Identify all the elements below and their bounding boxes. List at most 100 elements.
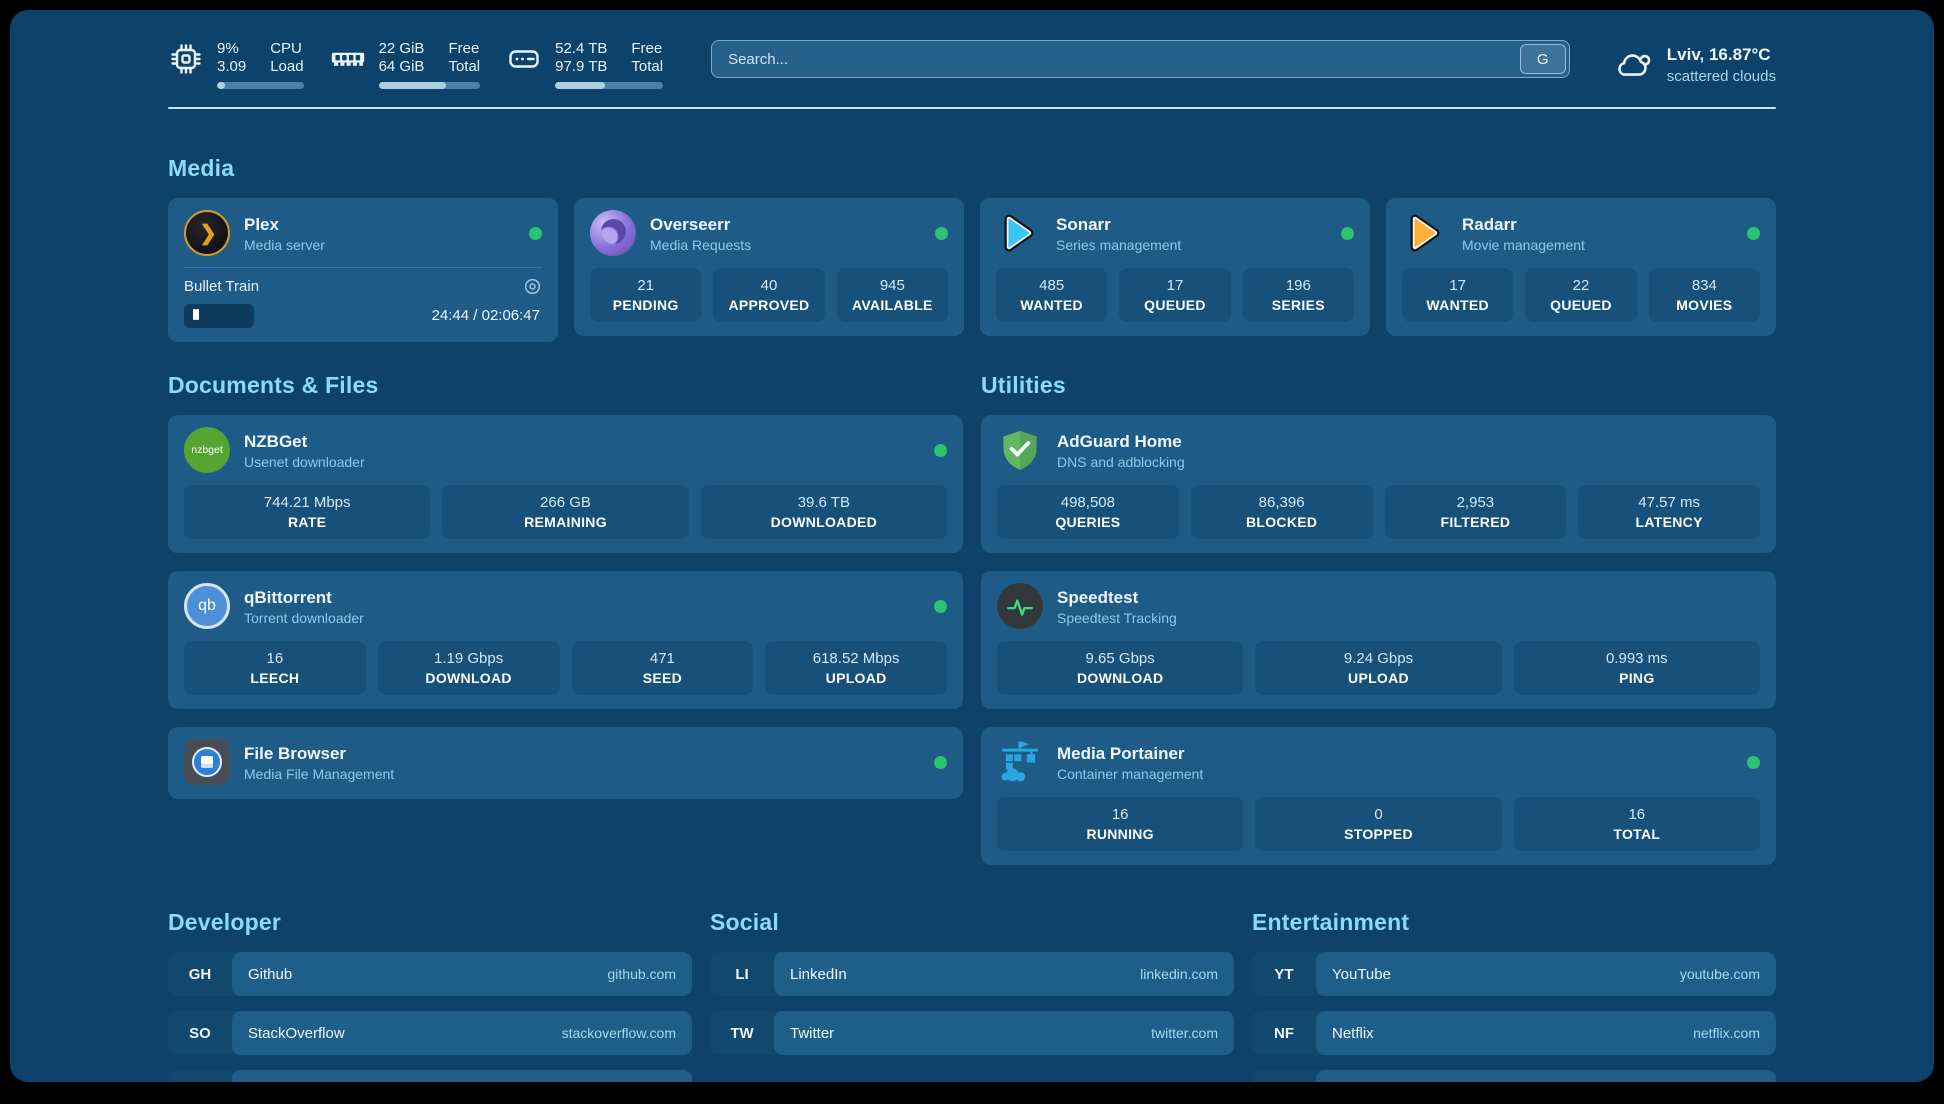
bookmark-netflix[interactable]: NF Netflix netflix.com [1252,1011,1776,1055]
stat-tiles: 21 PENDING 40 APPROVED 945 AVAILABLE [590,268,948,322]
stat-values-top: 9% [217,40,239,57]
system-stat-cpu: 9% 3.09 CPU Load [168,40,304,89]
status-dot [935,226,948,240]
app-subtitle: Media File Management [244,765,395,782]
app-title: File Browser [244,743,347,763]
bookmark-dev[interactable]: DTDEVdev.to [168,1070,692,1082]
app-subtitle: Usenet downloader [244,453,365,470]
app-card-overseerr[interactable]: Overseerr Media Requests 21 PENDING 40 APPROV… [574,198,964,336]
now-playing: Bullet Train 24:44 / 02:06:47 [184,267,542,328]
stat-label: SERIES [1271,297,1325,313]
app-card-adguard-home[interactable]: AdGuard Home DNS and adblocking 498,508 QUE… [981,415,1776,553]
stat-labels-top: CPU [270,40,302,57]
app-card-media-portainer[interactable]: Media Portainer Container management 16 RUN… [981,727,1776,865]
stat-tiles: 498,508 QUERIES 86,396 BLOCKED 2,953 FILTERED… [997,485,1760,539]
utilities-title: Utilities [981,372,1066,398]
status-dot [934,599,947,613]
stat-tile-pending: 21 PENDING [590,268,702,322]
stat-value: 86,396 [1258,494,1305,511]
bookmark-reddit[interactable]: RERedditreddit.com [1252,1070,1776,1082]
status-dot [934,755,947,769]
bookmark-url: stackoverflow.com [561,1025,676,1041]
status-dot [529,226,542,240]
stat-value: 17 [1449,277,1466,294]
app-card-radarr[interactable]: Radarr Movie management 17 WANTED 22 QUEUED 83… [1386,198,1776,336]
stat-tiles: 744.21 Mbps RATE 266 GB REMAINING 39.6 TB DOW… [184,485,947,539]
stat-values: 9% 3.09 [217,40,246,76]
stat-labels-bottom: Load [270,58,304,75]
stat-body: 52.4 TB 97.9 TB Free Total [555,40,664,89]
status-dot [1747,755,1760,769]
app-subtitle: Speedtest Tracking [1057,609,1177,626]
stat-label: REMAINING [524,514,607,530]
stat-label: DOWNLOADED [770,514,878,530]
stat-label: LEECH [250,670,300,686]
app-card-plex[interactable]: ❯ Plex Media server Bullet Train 24:44 / 02:… [168,198,558,342]
stat-tile-leech: 16 LEECH [184,641,366,695]
media-section-title: Media [168,155,235,181]
bookmark-name: Netflix [1332,1024,1374,1042]
app-card-file-browser[interactable]: File Browser Media File Management [168,727,963,799]
bookmark-url: netflix.com [1693,1025,1760,1041]
stat-tile-series: 196 SERIES [1242,268,1354,322]
stat-label: UPLOAD [825,670,887,686]
app-subtitle: Media server [244,236,325,253]
card-header: ❯ Plex Media server [184,210,542,256]
stat-tile-ping: 0.993 ms PING [1513,641,1760,695]
portainer-icon [997,739,1043,785]
stat-labels-bottom: Total [631,58,664,75]
app-card-speedtest[interactable]: Speedtest Speedtest Tracking 9.65 Gbps DOWN… [981,571,1776,709]
weather-widget[interactable]: Lviv, 16.87°C scattered clouds [1612,45,1776,85]
stat-label: STOPPED [1344,826,1413,842]
bookmark-stackoverflow[interactable]: SO StackOverflow stackoverflow.com [168,1011,692,1055]
stat-value: 0.993 ms [1605,650,1668,667]
usage-progress-fill [555,82,605,89]
playback-progress-bar[interactable]: 24:44 / 02:06:47 [184,304,542,328]
weather-condition: scattered clouds [1666,67,1776,85]
overseerr-icon [590,210,636,256]
app-card-nzbget[interactable]: nzbget NZBGet Usenet downloader 744.21 Mbps… [168,415,963,553]
usage-progress-bar [217,82,304,89]
stat-label: DOWNLOAD [1076,670,1164,686]
bookmark-abbr: NF [1274,1024,1294,1042]
search-bar[interactable]: G [711,40,1570,78]
app-subtitle: Media Requests [650,236,752,253]
stat-tiles: 16 RUNNING 0 STOPPED 16 TOTAL [997,797,1760,851]
stat-tile-queued: 22 QUEUED [1525,268,1637,322]
app-subtitle: Container management [1057,765,1204,782]
stat-tile-blocked: 86,396 BLOCKED [1190,485,1373,539]
stat-tile-queries: 498,508 QUERIES [997,485,1179,539]
stat-value: 196 [1285,277,1311,294]
bookmark-github[interactable]: GH Github github.com [168,952,692,996]
stat-value: 744.21 Mbps [263,494,351,511]
system-stat-memory: 22 GiB 64 GiB Free Total [330,40,481,89]
stat-value: 16 [1628,806,1646,823]
bookmarks-sections: Developer GH Github github.com SO StackOverfl… [168,909,1776,1082]
stat-value: 9.65 Gbps [1085,650,1155,667]
bookmark-linkedin[interactable]: LI LinkedIn linkedin.com [710,952,1234,996]
stat-tile-latency: 47.57 ms LATENCY [1578,485,1760,539]
app-card-sonarr[interactable]: Sonarr Series management 485 WANTED 17 QUEUED… [980,198,1370,336]
stat-label: SEED [642,670,683,686]
cloud-icon [1612,47,1654,83]
stat-tile-filtered: 2,953 FILTERED [1384,485,1567,539]
pause-icon[interactable] [193,307,200,325]
stat-values: 52.4 TB 97.9 TB [555,40,607,76]
app-title: AdGuard Home [1057,431,1182,451]
bookmark-youtube[interactable]: YT YouTube youtube.com [1252,952,1776,996]
search-input[interactable] [715,50,1520,68]
bookmark-list: YT YouTube youtube.com NF Netflix netflix.com… [1252,952,1776,1082]
bookmark-url: github.com [607,966,676,982]
stat-tile-approved: 40 APPROVED [713,268,825,322]
system-stat-disk: 52.4 TB 97.9 TB Free Total [506,40,664,89]
bookmark-twitter[interactable]: TW Twitter twitter.com [710,1011,1234,1055]
app-subtitle: DNS and adblocking [1057,453,1185,470]
search-engine-button[interactable]: G [1519,44,1566,74]
stat-values-top: 52.4 TB [555,40,608,57]
session-options-icon[interactable] [523,277,542,296]
filebrowser-icon [184,739,230,785]
app-card-qbittorrent[interactable]: qb qBittorrent Torrent downloader 16 LEECH 1.… [168,571,963,709]
stat-tile-seed: 471 SEED [571,641,754,695]
card-header: Sonarr Series management [996,210,1354,256]
bookmark-url: linkedin.com [1140,966,1218,982]
